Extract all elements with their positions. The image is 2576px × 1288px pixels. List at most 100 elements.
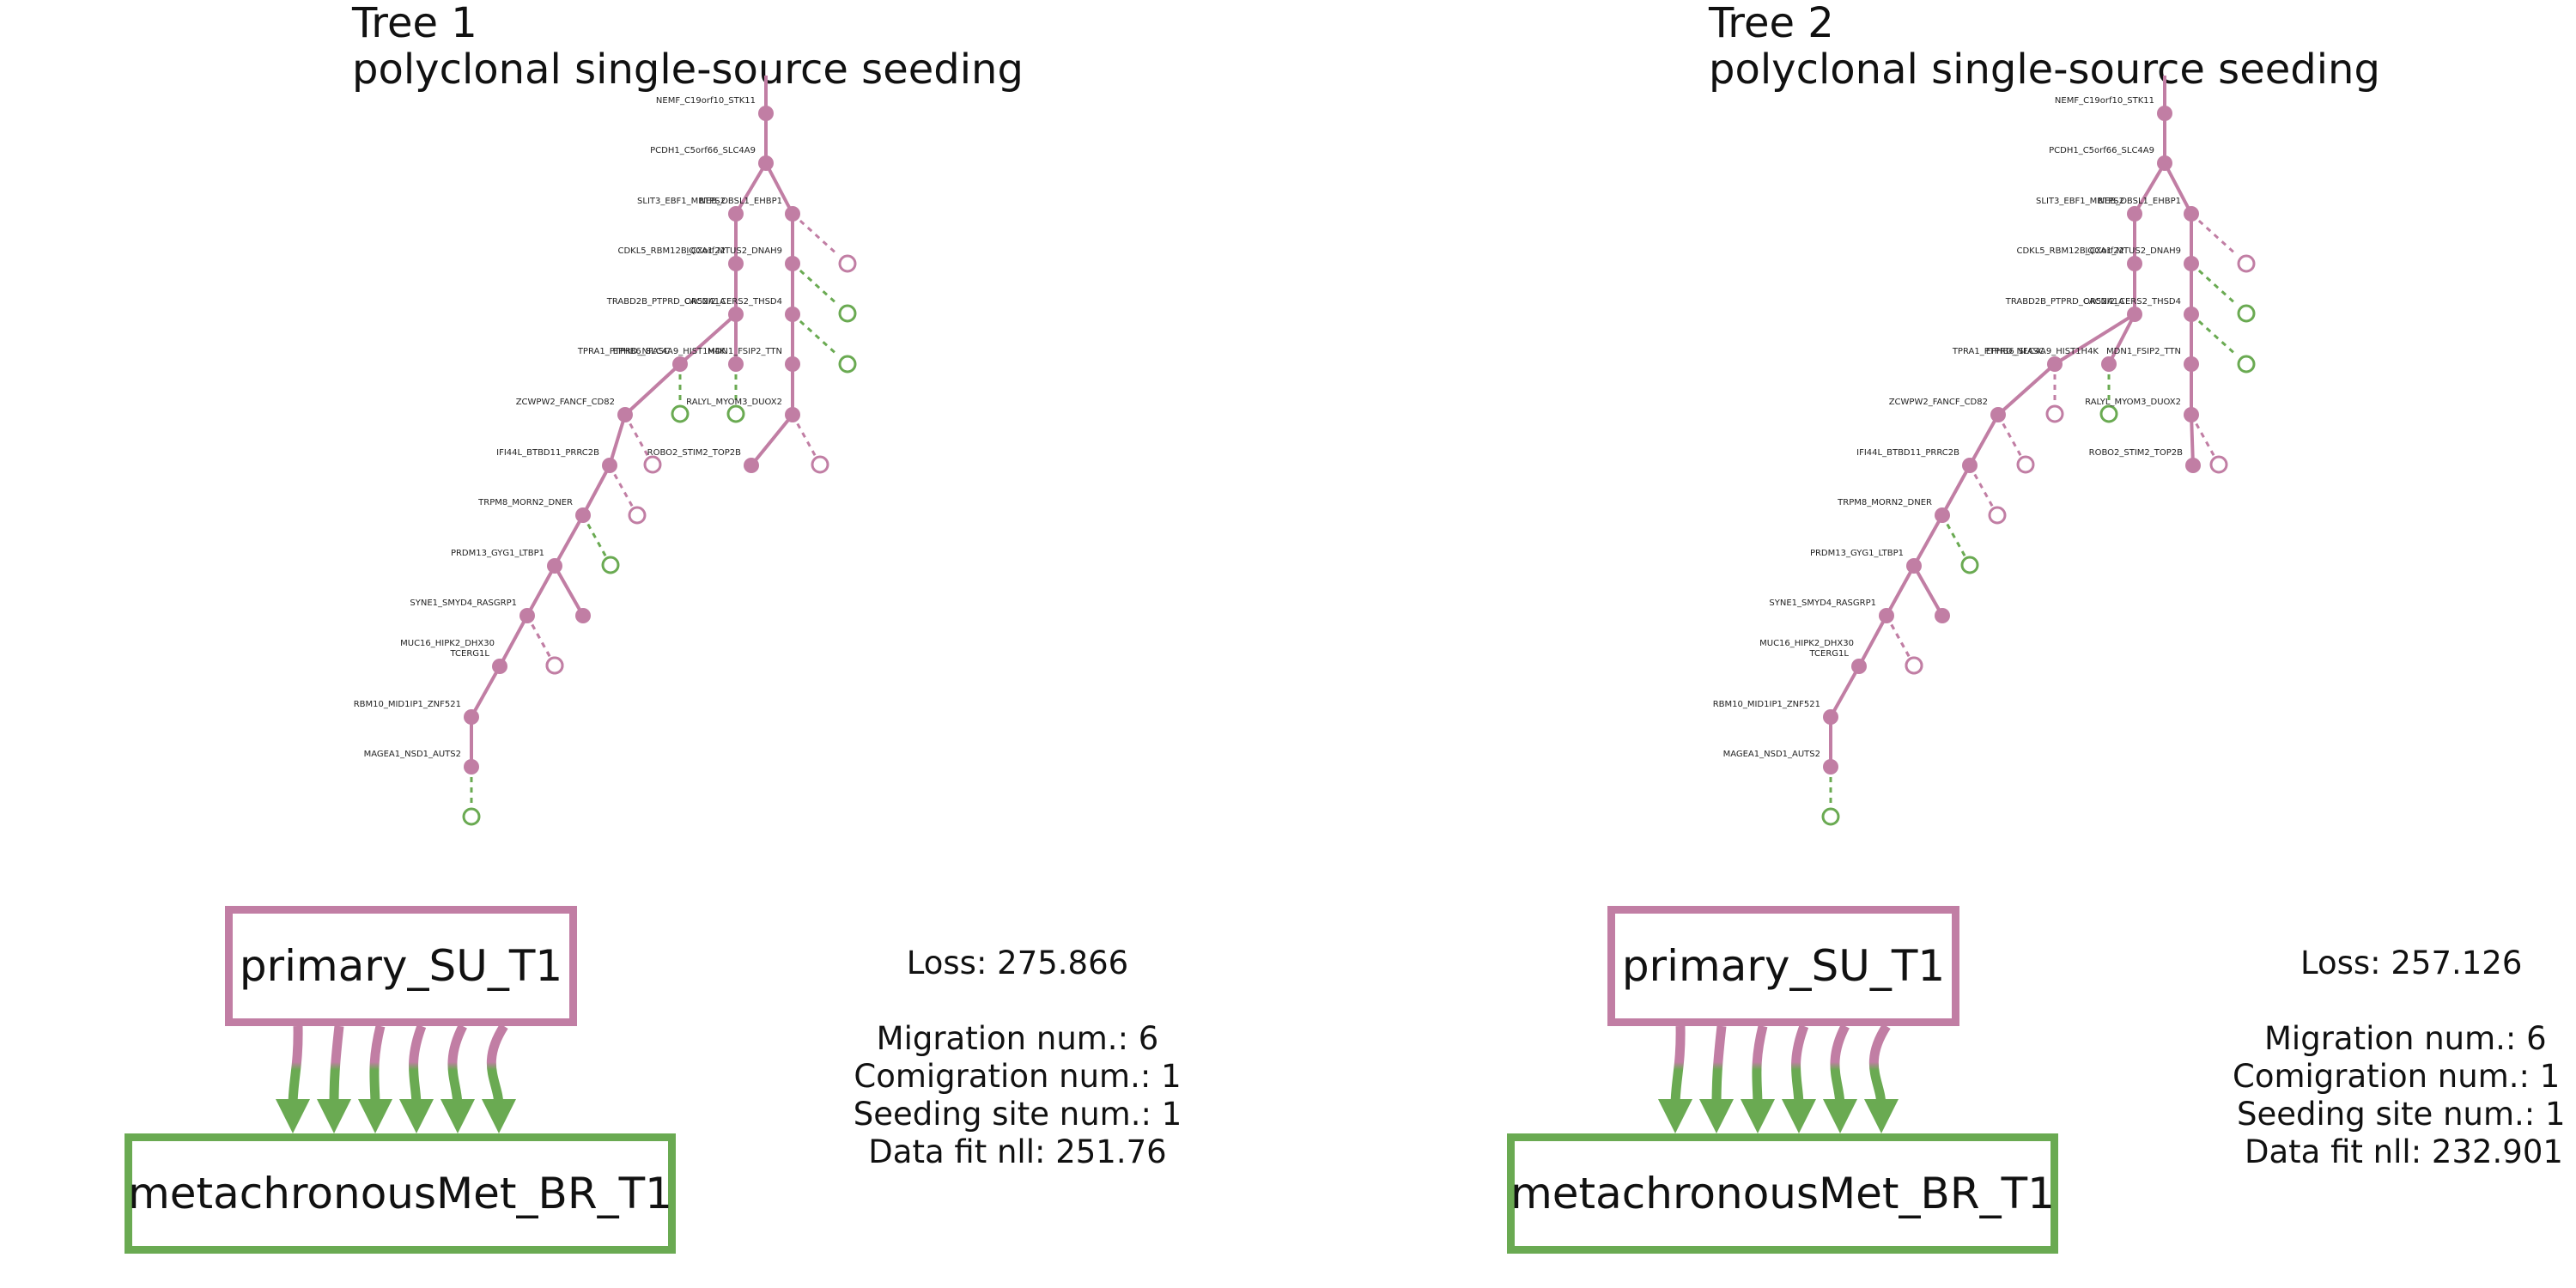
tree-edge	[734, 161, 768, 216]
clone-label: NEB_OBSL1_EHBP1	[699, 197, 782, 206]
primary-leaf-node	[643, 455, 662, 474]
clone-node	[2127, 256, 2142, 271]
clone-label: SYNE1_SMYD4_RASGRP1	[410, 598, 517, 608]
clone-label: TRPM8_MORN2_DNER	[477, 498, 573, 507]
clone-label: ROBO2_STIM2_TOP2B	[2089, 448, 2184, 458]
tree-edge	[608, 414, 627, 466]
seeding-pattern-label: polyclonal single-source seeding	[352, 46, 1024, 94]
clone-node	[2184, 407, 2199, 422]
migration-arrow	[447, 1024, 467, 1107]
seeding-site-count: Seeding site num.: 1	[2237, 1096, 2566, 1133]
migration-arrowhead	[276, 1099, 310, 1133]
tree-heading: Tree 1	[352, 0, 477, 47]
clone-node	[464, 759, 479, 775]
leaf-edge	[791, 414, 817, 457]
clone-label: CDKL5_RBM12B_CXorf22	[617, 246, 726, 256]
migration-arrow	[486, 1024, 508, 1107]
clone-label: MDN1_FSIP2_TTN	[2106, 347, 2181, 356]
tree-edge	[750, 413, 794, 467]
clone-node	[2127, 307, 2142, 322]
leaf-edge	[1941, 514, 1966, 557]
migration-arrow	[1711, 1025, 1727, 1107]
comigration-count: Comigration num.: 1	[854, 1058, 1182, 1095]
clone-label: NEMF_C19orf10_STK11	[2055, 96, 2154, 106]
clone-node	[2047, 356, 2063, 372]
tree-edge	[553, 514, 585, 567]
primary-site-box: primary_SU_T1	[1607, 906, 1959, 1026]
leaf-edge	[1885, 615, 1911, 658]
clone-label: RBM10_MID1IP1_ZNF521	[1713, 700, 1820, 709]
clone-node	[1879, 608, 1894, 623]
clone-label: MAGEA1_NSD1_AUTS2	[364, 750, 461, 759]
clone-label: OR52I2_CERS2_THSD4	[2083, 297, 2181, 307]
met-leaf-node	[462, 807, 481, 826]
clone-node	[1823, 709, 1838, 725]
clone-label: SLIT3_EBF1_MBTPS2	[2036, 197, 2124, 206]
tree-edge	[581, 465, 611, 516]
clone-label: IFI44L_BTBD11_PRRC2B	[496, 448, 599, 458]
migration-arrowhead	[1864, 1099, 1899, 1133]
clone-node	[728, 256, 744, 271]
clone-label: CDKL5_RBM12B_CXorf22	[2016, 246, 2124, 256]
clone-node	[2184, 206, 2199, 222]
metastasis-site-box: metachronousMet_BR_T1	[1507, 1133, 2058, 1254]
tree-title: Tree 1 polyclonal single-source seeding	[352, 0, 1024, 93]
migration-arrowhead	[399, 1099, 434, 1133]
leaf-edge	[2190, 212, 2238, 256]
primary-leaf-node	[1905, 656, 1923, 675]
leaf-edge	[791, 313, 839, 356]
clone-label: TRABD2B_PTPRD_CACNA1A	[2005, 297, 2124, 307]
clone-node	[1935, 507, 1950, 523]
clone-node	[728, 356, 744, 372]
leaf-edge	[791, 262, 839, 306]
clone-node	[1935, 608, 1950, 623]
clone-label: PCDH1_C5orf66_SLC4A9	[2049, 146, 2154, 155]
clone-node	[2184, 256, 2199, 271]
clone-node	[785, 206, 800, 222]
clone-node	[1823, 759, 1838, 775]
migration-arrow	[369, 1024, 386, 1107]
clone-node	[2184, 307, 2199, 322]
clone-node	[728, 307, 744, 322]
migration-arrowhead	[1823, 1099, 1857, 1133]
clone-node	[547, 558, 562, 574]
tree-edge	[1912, 565, 1944, 617]
migration-arrow	[1830, 1024, 1850, 1107]
clone-tree: NEMF_C19orf10_STK11 PCDH1_C5orf66_SLC4A9 S…	[1658, 76, 2256, 1133]
clone-node	[758, 106, 774, 121]
tree-edge	[1885, 565, 1916, 617]
tree-edge	[2053, 313, 2136, 366]
leaf-edge	[2190, 313, 2238, 356]
clone-label: PCDH1_C5orf66_SLC4A9	[650, 146, 756, 155]
clone-label: MUC16_HIPK2_DHX30	[1759, 639, 1854, 648]
leaf-edge	[526, 615, 551, 658]
migration-arrow	[329, 1025, 344, 1107]
clone-label: IFI44L_BTBD11_PRRC2B	[1856, 448, 1959, 458]
migration-arrowhead	[1658, 1099, 1692, 1133]
clone-label: SYNE1_SMYD4_RASGRP1	[1769, 598, 1876, 608]
clone-label: TPRA1_PTPRD_NFASC	[1952, 347, 2044, 356]
clone-label: ZCWPW2_FANCF_CD82	[1889, 398, 1988, 407]
met-leaf-node	[1821, 807, 1840, 826]
clone-node	[492, 659, 507, 674]
clone-node	[2127, 206, 2142, 222]
clone-label: RBM10_MID1IP1_ZNF521	[354, 700, 461, 709]
clone-node	[758, 155, 774, 171]
tree-edge	[764, 162, 794, 215]
primary-leaf-node	[628, 506, 647, 525]
met-leaf-node	[2099, 404, 2118, 423]
leaf-edge	[2190, 414, 2215, 457]
met-leaf-node	[601, 556, 620, 574]
met-leaf-node	[671, 404, 690, 423]
clone-label: OR52I2_CERS2_THSD4	[684, 297, 782, 307]
clone-label: IQCA1_MTUS2_DNAH9	[686, 246, 782, 256]
clone-label: RALYL_MYOM3_DUOX2	[686, 398, 782, 407]
migration-arrowhead	[1782, 1099, 1816, 1133]
clone-node	[602, 458, 617, 473]
clone-node	[575, 608, 591, 623]
clone-label: PRDM13_GYG1_LTBP1	[451, 549, 544, 558]
migration-arrowhead	[440, 1099, 475, 1133]
tree-edge	[470, 665, 501, 718]
clone-tree: NEMF_C19orf10_STK11 PCDH1_C5orf66_SLC4A9 S…	[276, 76, 857, 1133]
tree-edge	[1996, 362, 2057, 416]
